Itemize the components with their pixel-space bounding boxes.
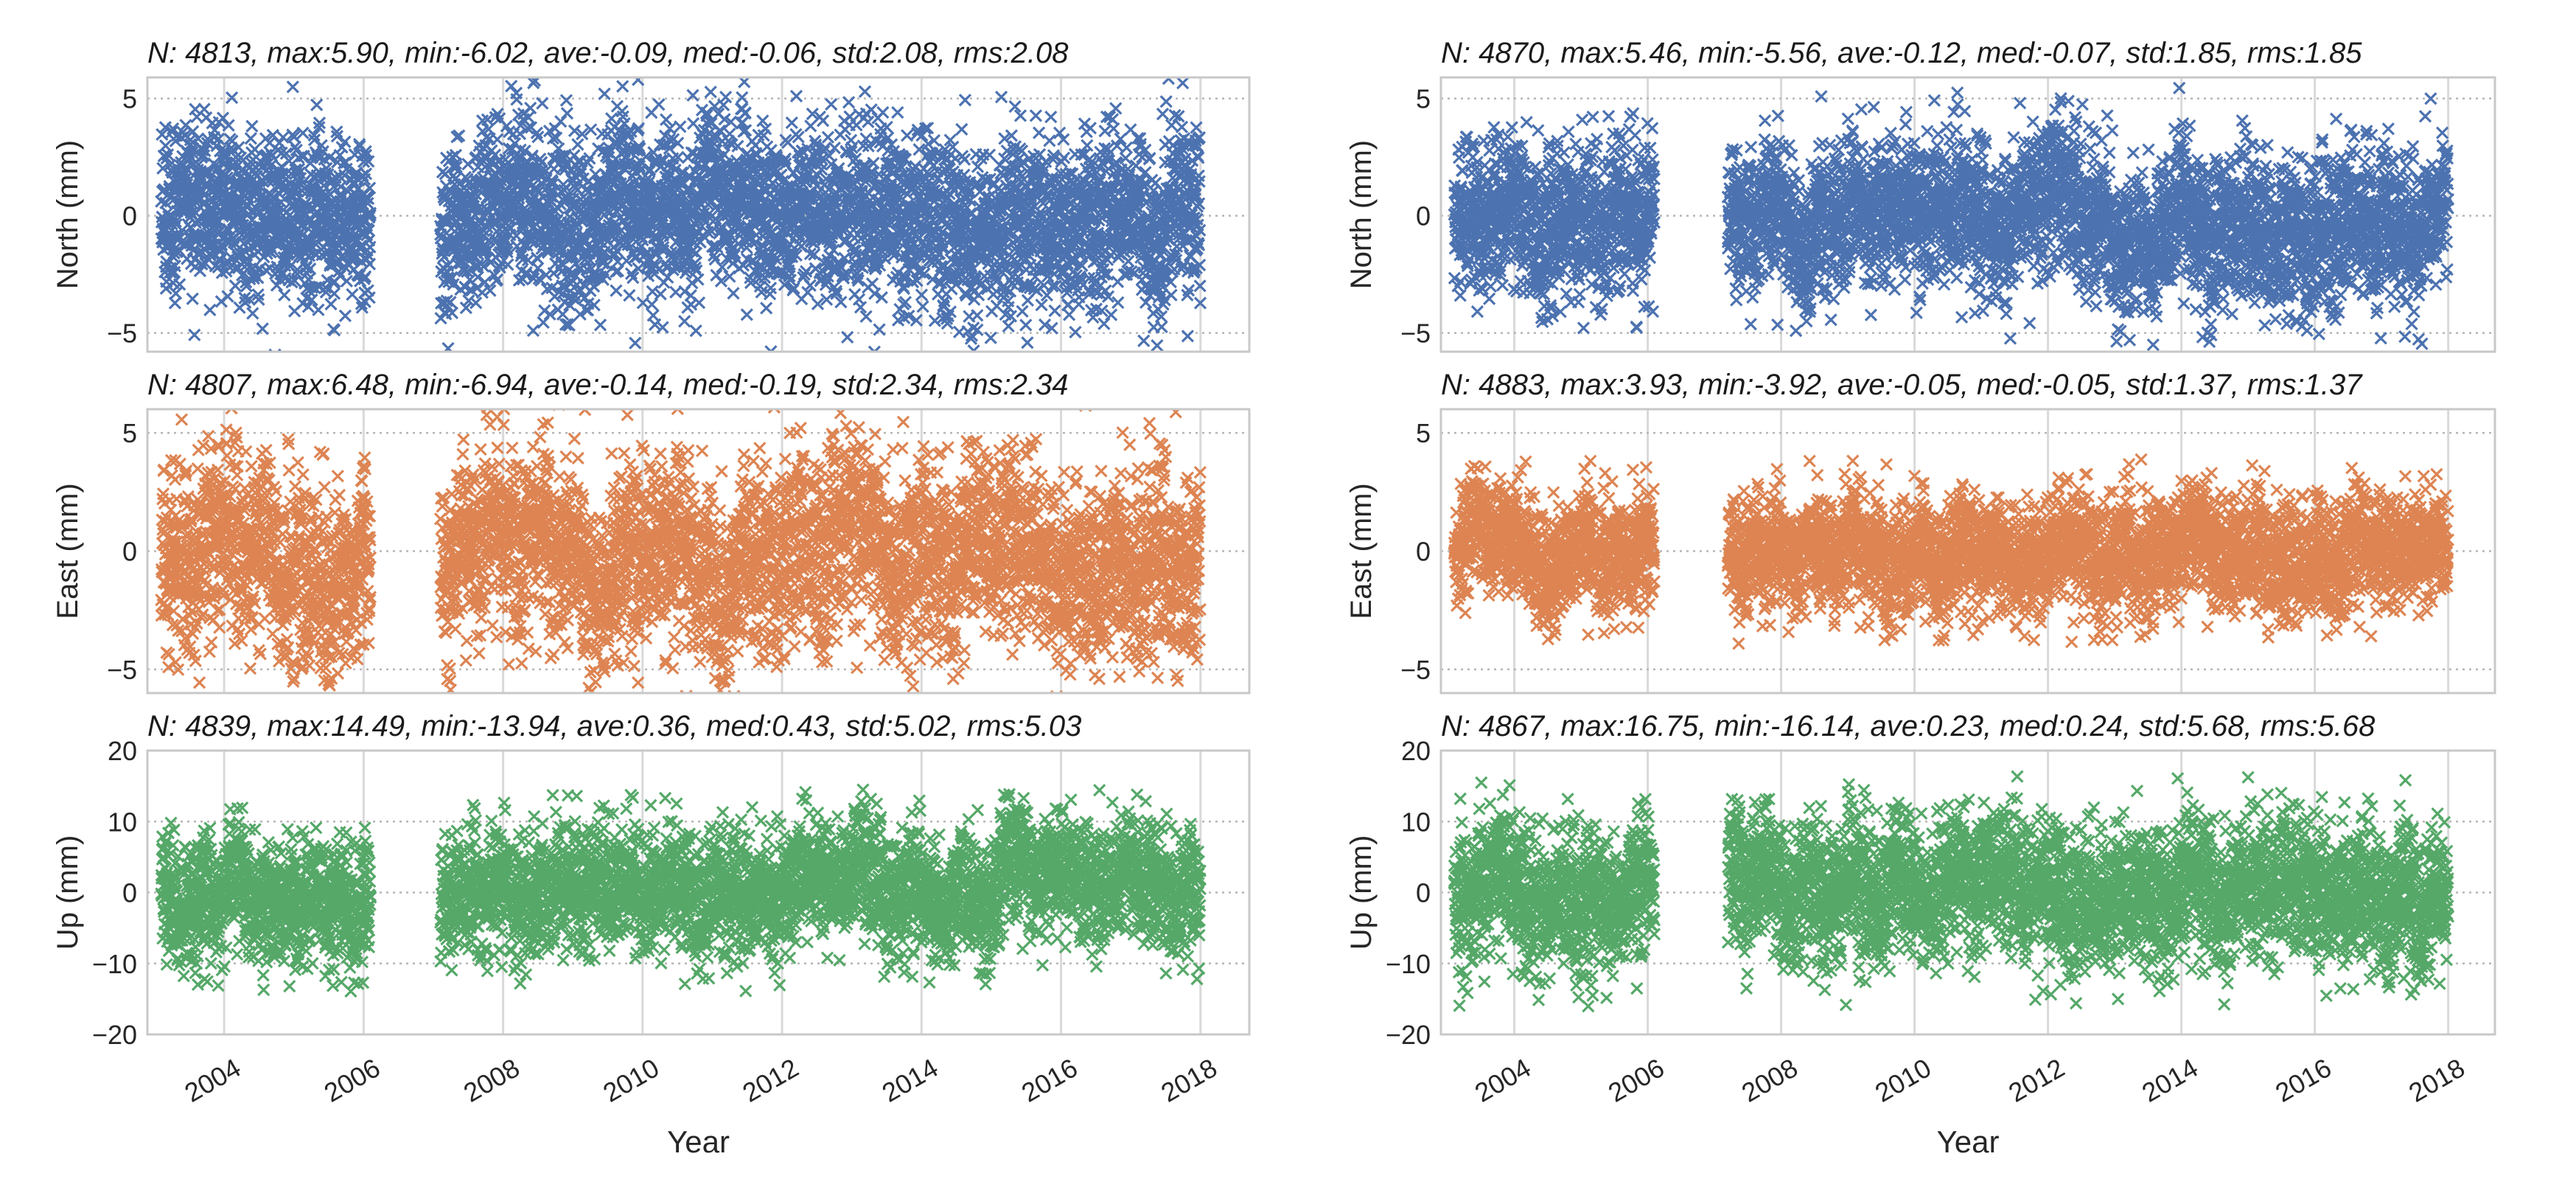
ytick-label-c1-up-10: 10 xyxy=(1401,807,1431,837)
ytick-label-c1-north-5: 5 xyxy=(1416,84,1431,114)
ylabel-c1-north: North (mm) xyxy=(1345,140,1378,289)
axes-frame-c1-north xyxy=(1439,76,2496,353)
ytick-label-c1-up-20: 20 xyxy=(1401,736,1431,766)
xlabel-c1: Year xyxy=(1937,1124,2000,1159)
ytick-label-c1-east-5: 5 xyxy=(1416,418,1431,448)
ytick-label-c0-up-10: 10 xyxy=(108,807,137,837)
ytick-label-c0-north--5: −5 xyxy=(107,319,137,349)
ytick-label-c1-up--10: −10 xyxy=(1386,949,1431,979)
xtick-label-c1-2006: 2006 xyxy=(1603,1052,1669,1108)
xtick-label-c0-2014: 2014 xyxy=(877,1052,943,1108)
ylabel-c0-up: Up (mm) xyxy=(52,835,84,950)
panel-title-c1-up: N: 4867, max:16.75, min:-16.14, ave:0.23… xyxy=(1441,710,2376,742)
scatter-series-c0-east xyxy=(155,409,1207,693)
axes-frame-c1-east xyxy=(1439,408,2496,695)
panel-title-c1-east: N: 4883, max:3.93, min:-3.92, ave:-0.05,… xyxy=(1441,369,2363,401)
panel-c0-east: N: 4807, max:6.48, min:-6.94, ave:-0.14,… xyxy=(52,369,1251,695)
ytick-label-c1-north--5: −5 xyxy=(1400,319,1431,349)
panel-title-c1-north: N: 4870, max:5.46, min:-5.56, ave:-0.12,… xyxy=(1441,37,2362,69)
ytick-label-c1-north-0: 0 xyxy=(1416,201,1431,232)
panel-title-c0-north: N: 4813, max:5.90, min:-6.02, ave:-0.09,… xyxy=(147,37,1069,69)
ylabel-c1-east: East (mm) xyxy=(1345,483,1378,619)
axes-frame-c0-up xyxy=(146,749,1251,1036)
xtick-label-c0-2010: 2010 xyxy=(598,1052,664,1108)
ytick-label-c0-east-0: 0 xyxy=(122,537,137,567)
panel-title-c0-up: N: 4839, max:14.49, min:-13.94, ave:0.36… xyxy=(147,710,1081,742)
ytick-label-c0-up--10: −10 xyxy=(92,949,137,979)
panel-c0-north: N: 4813, max:5.90, min:-6.02, ave:-0.09,… xyxy=(52,37,1251,353)
scatter-series-c0-north xyxy=(155,77,1207,352)
xtick-label-c0-2004: 2004 xyxy=(179,1052,245,1108)
panel-c0-up: N: 4839, max:14.49, min:-13.94, ave:0.36… xyxy=(52,710,1251,1159)
scatter-series-c1-east xyxy=(1448,453,2455,650)
ytick-label-c1-up--20: −20 xyxy=(1386,1020,1431,1050)
ytick-label-c0-up--20: −20 xyxy=(92,1020,137,1050)
ytick-label-c0-up-20: 20 xyxy=(108,736,137,766)
xtick-label-c1-2012: 2012 xyxy=(2003,1052,2070,1108)
xtick-label-c0-2016: 2016 xyxy=(1016,1052,1083,1108)
panel-c1-north: N: 4870, max:5.46, min:-5.56, ave:-0.12,… xyxy=(1345,37,2496,353)
axes-frame-c0-north xyxy=(146,76,1251,353)
xtick-label-c0-2006: 2006 xyxy=(319,1052,385,1108)
xtick-label-c1-2018: 2018 xyxy=(2404,1052,2470,1108)
panel-c1-up: N: 4867, max:16.75, min:-16.14, ave:0.23… xyxy=(1345,710,2496,1159)
scatter-series-c1-north xyxy=(1448,81,2455,352)
panel-c1-east: N: 4883, max:3.93, min:-3.92, ave:-0.05,… xyxy=(1345,369,2496,695)
xtick-label-c1-2014: 2014 xyxy=(2137,1052,2203,1108)
xlabel-c0: Year xyxy=(667,1124,730,1159)
xtick-label-c0-2018: 2018 xyxy=(1156,1052,1222,1108)
axes-frame-c1-up xyxy=(1439,749,2496,1036)
ylabel-c1-up: Up (mm) xyxy=(1345,835,1378,950)
xtick-label-c1-2010: 2010 xyxy=(1870,1052,1936,1108)
xtick-label-c1-2004: 2004 xyxy=(1470,1052,1536,1108)
ytick-label-c1-up-0: 0 xyxy=(1416,878,1431,908)
ylabel-c0-east: East (mm) xyxy=(52,483,84,619)
ytick-label-c1-east--5: −5 xyxy=(1400,655,1431,685)
scatter-series-c0-up xyxy=(155,783,1207,998)
ytick-label-c0-east-5: 5 xyxy=(122,418,137,448)
ylabel-c0-north: North (mm) xyxy=(52,140,84,289)
ytick-label-c0-up-0: 0 xyxy=(122,878,137,908)
axes-frame-c0-east xyxy=(146,408,1251,695)
scatter-series-c1-up xyxy=(1448,770,2455,1013)
ytick-label-c0-north-5: 5 xyxy=(122,84,137,114)
ytick-label-c1-east-0: 0 xyxy=(1416,537,1431,567)
xtick-label-c0-2008: 2008 xyxy=(458,1052,525,1108)
ytick-label-c0-north-0: 0 xyxy=(122,201,137,232)
xtick-label-c1-2016: 2016 xyxy=(2270,1052,2336,1108)
panel-title-c0-east: N: 4807, max:6.48, min:-6.94, ave:-0.14,… xyxy=(147,369,1069,401)
xtick-label-c1-2008: 2008 xyxy=(1736,1052,1803,1108)
ytick-label-c0-east--5: −5 xyxy=(107,655,137,685)
xtick-label-c0-2012: 2012 xyxy=(737,1052,803,1108)
